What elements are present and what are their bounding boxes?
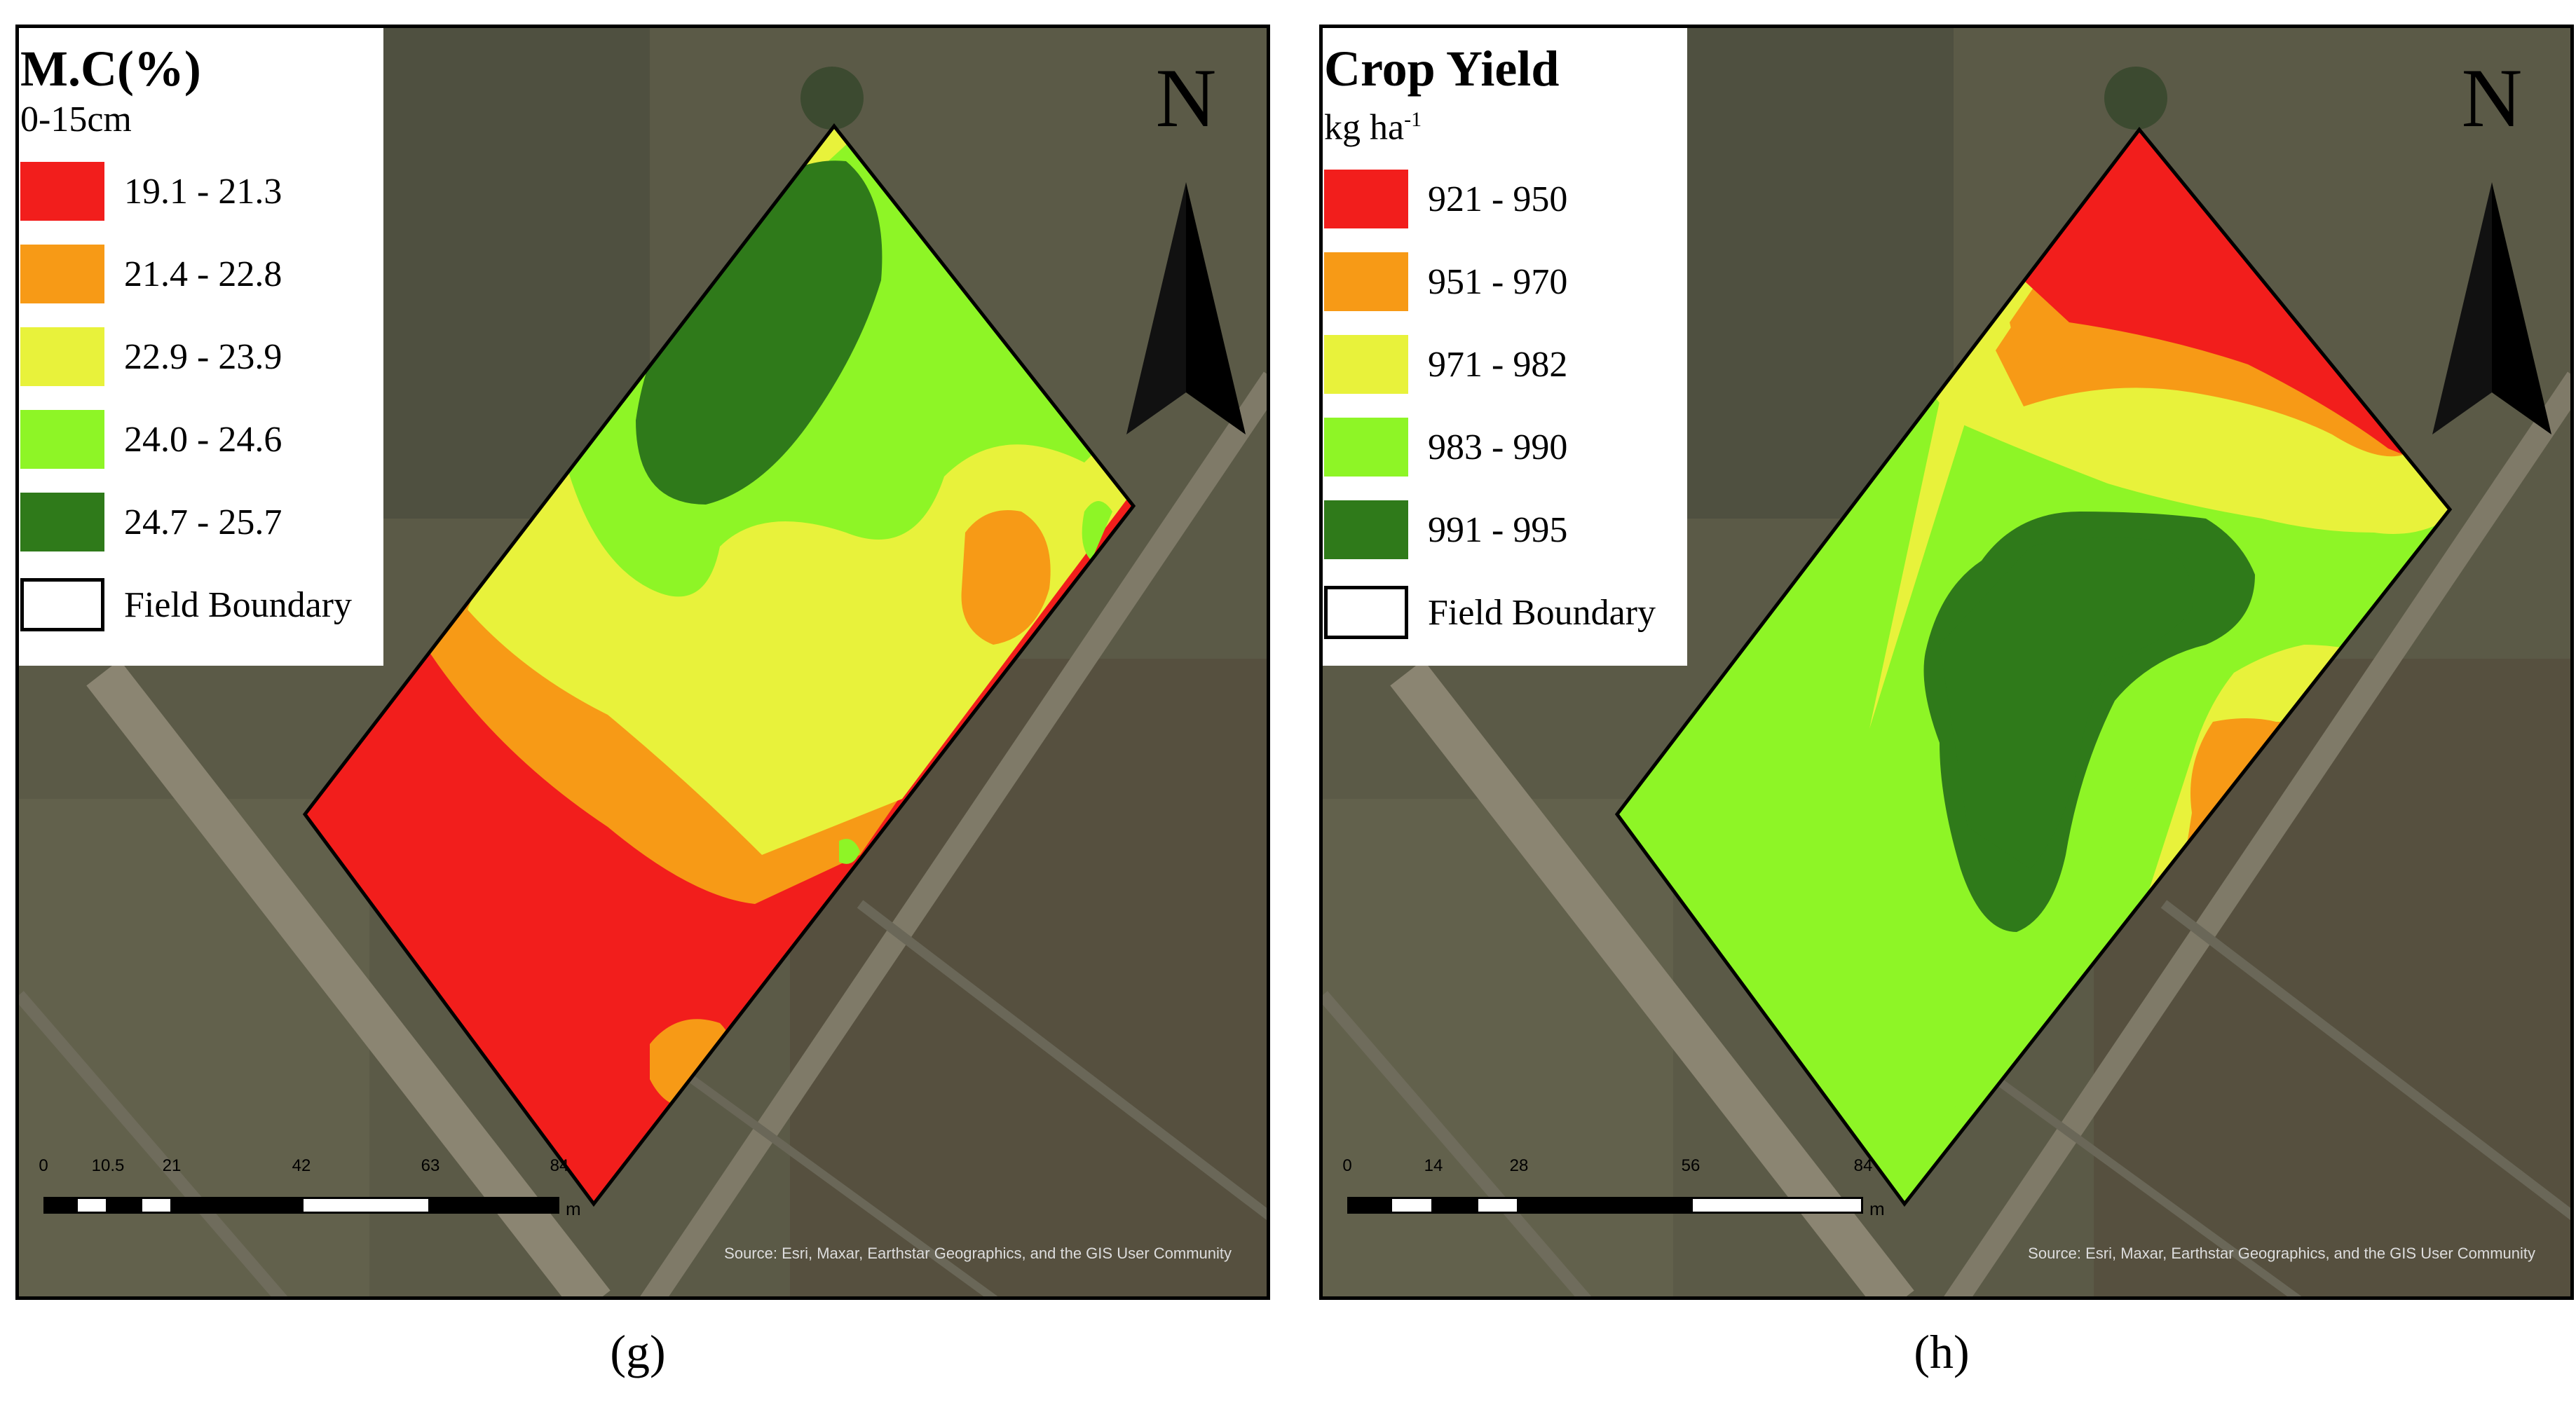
scale-tick: 63	[421, 1156, 440, 1175]
scale-bar-h: 0 14 28 56 84 m	[1342, 1156, 1936, 1240]
north-arrow-g: N	[1123, 56, 1249, 434]
legend-item: 22.9 - 23.9	[19, 315, 383, 398]
scale-unit: m	[566, 1198, 581, 1219]
legend-label: 22.9 - 23.9	[124, 336, 282, 377]
scale-tick: 28	[1509, 1156, 1529, 1175]
legend-label: 951 - 970	[1428, 261, 1568, 302]
field-boundary-g	[302, 123, 1136, 1207]
satellite-basemap	[1323, 28, 2570, 1296]
legend-title: Crop Yield	[1324, 41, 1560, 97]
legend-item: 21.4 - 22.8	[19, 233, 383, 315]
legend-label: 24.7 - 25.7	[124, 502, 282, 542]
legend-swatch-boundary	[20, 578, 104, 631]
scale-tick: 10.5	[91, 1156, 125, 1175]
scale-tick: 0	[39, 1156, 48, 1175]
legend-item: 24.7 - 25.7	[19, 481, 383, 563]
legend-label: 921 - 950	[1428, 179, 1568, 219]
legend-swatch	[1324, 170, 1408, 229]
legend-label: 24.0 - 24.6	[124, 419, 282, 460]
scale-segment	[1433, 1197, 1476, 1214]
scale-segment	[301, 1197, 430, 1214]
north-label: N	[2461, 51, 2523, 144]
legend-label: Field Boundary	[124, 584, 352, 625]
scale-tick: 42	[292, 1156, 311, 1175]
north-arrow-icon	[1126, 182, 1246, 434]
legend-swatch	[1324, 252, 1408, 312]
scale-segment	[430, 1197, 559, 1214]
legend-label: 971 - 982	[1428, 344, 1568, 385]
scale-tick: 0	[1342, 1156, 1352, 1175]
scale-tick: 14	[1424, 1156, 1443, 1175]
legend-item: 24.0 - 24.6	[19, 398, 383, 481]
scale-segment	[1390, 1197, 1433, 1214]
legend-label: 991 - 995	[1428, 509, 1568, 550]
legend-subtitle: kg ha-1	[1324, 97, 1687, 151]
legend-swatch	[20, 162, 104, 221]
legend-swatch	[20, 493, 104, 551]
scale-segment	[140, 1197, 172, 1214]
scale-tick: 84	[1853, 1156, 1873, 1175]
legend-item: 971 - 982	[1323, 323, 1687, 406]
scale-segment	[172, 1197, 301, 1214]
scale-tick: 21	[162, 1156, 182, 1175]
legend-swatch	[1324, 500, 1408, 560]
scale-unit: m	[1869, 1198, 1885, 1219]
legend-item-boundary: Field Boundary	[19, 563, 383, 646]
satellite-basemap	[19, 28, 1267, 1296]
legend-label: Field Boundary	[1428, 592, 1656, 633]
legend-label: 983 - 990	[1428, 427, 1568, 467]
map-panel-g: M.C(%) 0-15cm 19.1 - 21.3 21.4 - 22.8 22…	[15, 25, 1270, 1300]
legend-item: 983 - 990	[1323, 406, 1687, 488]
north-label: N	[1155, 51, 1217, 144]
scale-segment	[1691, 1197, 1863, 1214]
legend-item: 951 - 970	[1323, 240, 1687, 323]
scale-tick: 84	[550, 1156, 569, 1175]
legend-swatch	[1324, 335, 1408, 395]
legend-item: 19.1 - 21.3	[19, 150, 383, 233]
scale-segment	[43, 1197, 76, 1214]
scale-segment	[76, 1197, 108, 1214]
north-arrow-icon	[2432, 182, 2551, 434]
legend-swatch	[20, 327, 104, 386]
scale-segment	[1347, 1197, 1390, 1214]
legend-label: 21.4 - 22.8	[124, 254, 282, 294]
legend-subtitle: 0-15cm	[20, 100, 132, 139]
legend-item: 991 - 995	[1323, 488, 1687, 571]
legend-g: M.C(%) 0-15cm 19.1 - 21.3 21.4 - 22.8 22…	[19, 28, 383, 666]
field-boundary-h	[1614, 126, 2453, 1207]
panel-caption-h: (h)	[1914, 1325, 1970, 1378]
scale-segment	[1476, 1197, 1519, 1214]
legend-subtitle-text: kg ha	[1324, 107, 1405, 148]
map-panel-h: Crop Yield kg ha-1 921 - 950 951 - 970 9…	[1319, 25, 2574, 1300]
legend-label: 19.1 - 21.3	[124, 171, 282, 212]
attribution-text: Source: Esri, Maxar, Earthstar Geographi…	[724, 1245, 1232, 1262]
legend-title: M.C(%)	[20, 41, 201, 97]
legend-item-boundary: Field Boundary	[1323, 571, 1687, 654]
scale-segment	[108, 1197, 140, 1214]
legend-h: Crop Yield kg ha-1 921 - 950 951 - 970 9…	[1323, 28, 1687, 666]
attribution-text: Source: Esri, Maxar, Earthstar Geographi…	[2028, 1245, 2535, 1262]
legend-swatch	[20, 245, 104, 303]
legend-swatch	[20, 410, 104, 469]
legend-item: 921 - 950	[1323, 158, 1687, 240]
scale-segment	[1519, 1197, 1691, 1214]
legend-subtitle-sup: -1	[1404, 108, 1422, 131]
scale-tick: 56	[1681, 1156, 1701, 1175]
legend-swatch-boundary	[1324, 586, 1408, 640]
panel-caption-g: (g)	[610, 1325, 666, 1378]
legend-swatch	[1324, 418, 1408, 477]
scale-bar-g: 0 10.5 21 42 63 84 m	[39, 1156, 632, 1240]
north-arrow-h: N	[2429, 56, 2555, 434]
